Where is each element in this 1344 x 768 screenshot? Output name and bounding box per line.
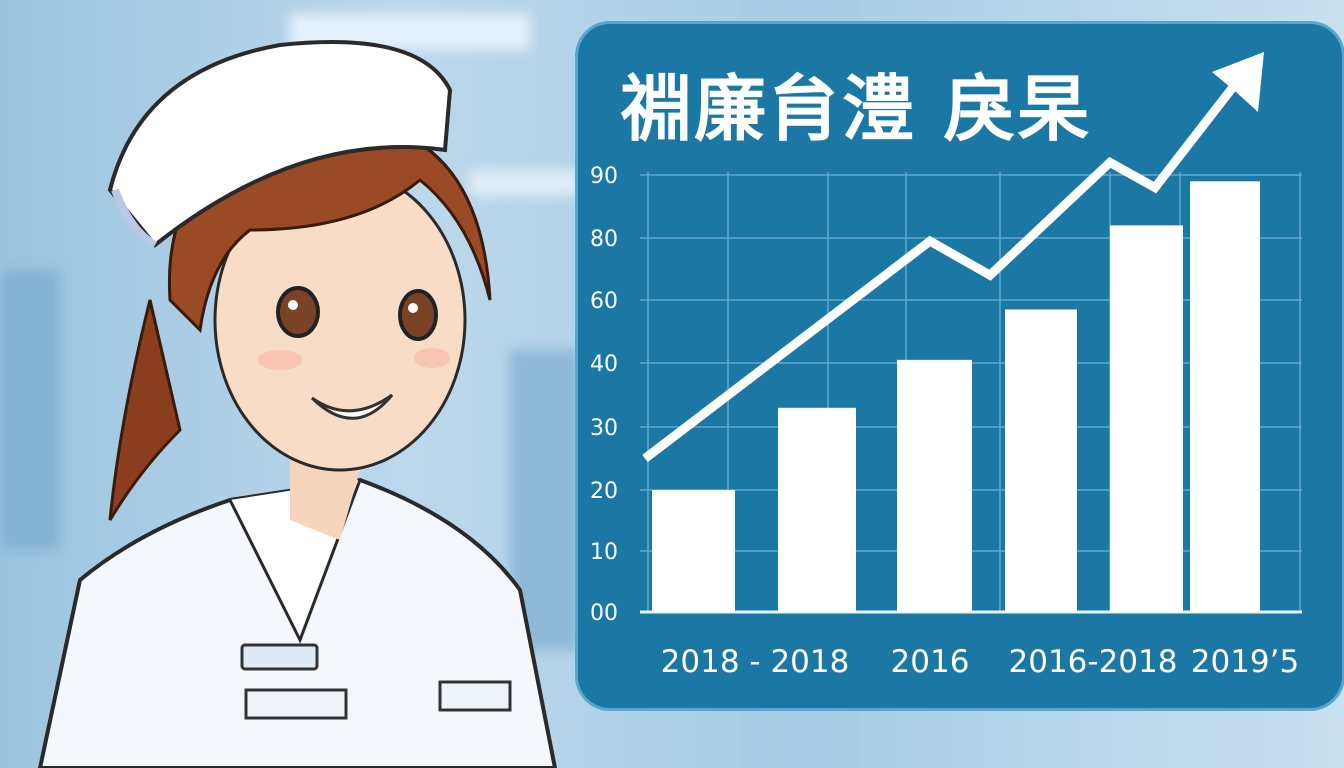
bar: [778, 407, 856, 612]
wall-panel: [0, 270, 60, 550]
y-tick-label: 40: [590, 352, 618, 377]
bar: [1005, 309, 1077, 612]
y-tick-label: 20: [590, 479, 618, 504]
ceiling-light: [470, 170, 580, 196]
trend-line: [642, 75, 1244, 463]
y-tick-label: 60: [590, 289, 618, 314]
x-category-label: 2016: [891, 644, 970, 680]
bar: [652, 490, 735, 612]
y-tick-label: 30: [590, 416, 618, 441]
x-category-label: 2019’5: [1191, 644, 1299, 680]
y-tick-label: 90: [590, 164, 618, 189]
y-tick-label: 10: [590, 540, 618, 565]
bar: [1190, 181, 1260, 613]
bar: [897, 359, 972, 612]
y-tick-label: 80: [590, 227, 618, 252]
trend-arrow-head: [1212, 52, 1264, 112]
x-category-label: 2018 - 2018: [661, 644, 850, 680]
x-category-label: 2016-2018: [1009, 644, 1178, 680]
nurse-illustration: [37, 40, 558, 768]
bar: [1110, 225, 1183, 612]
y-tick-label: 00: [590, 601, 618, 626]
chart-title: 䄗廉䏍澧 戾杲: [620, 67, 1092, 151]
